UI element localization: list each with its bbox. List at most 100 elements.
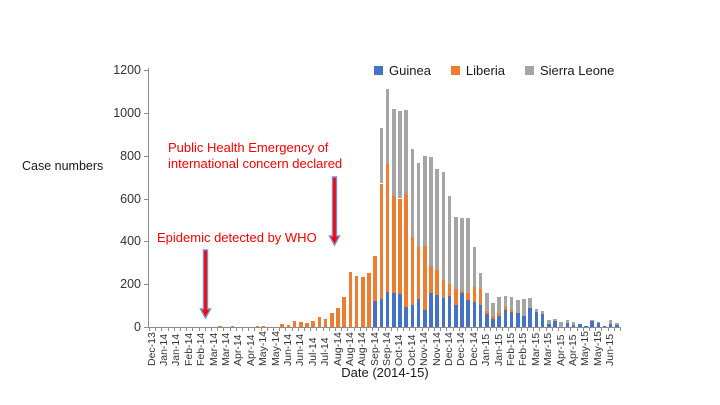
legend-item-liberia: Liberia (450, 63, 505, 78)
bar-segment-guinea (478, 304, 483, 327)
x-tick (620, 328, 621, 331)
x-tick-label: Feb-14 (195, 332, 208, 366)
x-tick-label: Apr-15 (567, 334, 580, 366)
x-tick (241, 328, 243, 331)
annotation-epidemic: Epidemic detected by WHO (157, 230, 317, 245)
bar-segment-sierra-leone (497, 297, 501, 314)
bar-segment-liberia (491, 315, 495, 320)
bar-segment-guinea (615, 325, 619, 327)
bar-segment-liberia (348, 271, 353, 327)
x-tick (365, 328, 367, 331)
bar-segment-sierra-leone (435, 169, 439, 271)
bar-segment-guinea (460, 293, 464, 327)
x-tick (564, 328, 566, 331)
y-axis-title: Case numbers (22, 159, 104, 173)
x-tick (297, 328, 299, 331)
x-tick (334, 328, 336, 331)
x-tick-label: Aug-14 (356, 332, 369, 366)
legend-label: Liberia (465, 63, 505, 78)
bar-segment-sierra-leone (596, 322, 601, 324)
x-tick (527, 328, 529, 331)
pheic-arrow-icon (328, 176, 341, 247)
bar-segment-guinea (416, 299, 421, 327)
x-tick-label: Apr-15 (554, 334, 567, 366)
bar-segment-liberia (466, 292, 470, 300)
bar-segment-sierra-leone (528, 298, 532, 308)
bar-segment-sierra-leone (429, 157, 433, 266)
bar-segment-liberia (472, 286, 477, 302)
x-tick-label: Dec-14 (467, 332, 480, 366)
bar-segment-sierra-leone (491, 303, 495, 316)
bar-segment-liberia (367, 273, 371, 327)
y-tick (144, 112, 148, 114)
x-tick (341, 328, 343, 331)
bar-segment-liberia (305, 322, 309, 327)
x-tick-label: Mar-15 (542, 332, 555, 366)
x-tick-label: Apr-14 (232, 334, 245, 366)
bar-segment-sierra-leone (608, 320, 613, 325)
x-tick (260, 328, 262, 331)
x-tick (291, 328, 293, 331)
bar-segment-liberia (509, 309, 514, 313)
x-axis-line (148, 327, 621, 328)
x-tick (173, 328, 175, 331)
bar-segment-liberia (422, 246, 427, 311)
x-tick (446, 328, 448, 331)
legend-swatch-icon (450, 66, 460, 75)
x-tick (477, 328, 479, 331)
legend-item-sierra-leone: Sierra Leone (524, 63, 615, 78)
bar-segment-liberia (497, 313, 501, 317)
x-tick-label: May-15 (579, 330, 592, 366)
bar-segment-sierra-leone (571, 322, 576, 325)
x-tick (514, 328, 516, 331)
x-tick (161, 328, 163, 331)
bar-segment-liberia (416, 247, 421, 300)
x-tick (254, 328, 256, 331)
x-tick (217, 328, 219, 331)
bar-segment-sierra-leone (540, 311, 545, 314)
legend-swatch-icon (524, 66, 534, 75)
x-tick (452, 328, 454, 331)
y-tick-label: 0 (134, 320, 141, 334)
bar-segment-guinea (398, 293, 402, 327)
bar-segment-liberia (311, 321, 316, 327)
legend-label: Sierra Leone (539, 63, 615, 78)
x-tick (167, 328, 169, 331)
x-tick (235, 328, 237, 331)
x-tick (551, 328, 553, 331)
bar-segment-guinea (472, 301, 477, 327)
bar-segment-guinea (584, 325, 588, 327)
x-tick (248, 328, 250, 331)
bar-segment-sierra-leone (447, 195, 452, 284)
bar-segment-sierra-leone (478, 273, 483, 290)
bar-segment-sierra-leone (398, 110, 402, 199)
bar-segment-liberia (373, 256, 377, 302)
bar-segment-guinea (565, 322, 570, 327)
bar-segment-guinea (497, 316, 501, 327)
bar-segment-sierra-leone (441, 171, 446, 280)
bar-segment-guinea (503, 309, 508, 327)
bar-segment-liberia (299, 322, 303, 327)
x-tick-label: Mar-14 (219, 332, 232, 366)
x-tick-label: Jun-15 (604, 333, 617, 366)
bar-segment-liberia (286, 325, 291, 327)
x-tick (310, 328, 312, 331)
x-tick (378, 328, 380, 331)
x-tick (533, 328, 535, 331)
x-tick-label: Jul-14 (319, 337, 332, 366)
bar-segment-guinea (590, 320, 594, 327)
x-tick-label: Jan-14 (157, 333, 170, 366)
bar-segment-guinea (379, 299, 384, 327)
legend: Guinea Liberia Sierra Leone (374, 63, 634, 78)
y-tick (144, 284, 148, 286)
legend-label: Guinea (389, 63, 431, 78)
bar-segment-liberia (503, 307, 508, 310)
bar-segment-liberia (398, 198, 402, 294)
x-tick-label: Dec-14 (443, 332, 456, 366)
bar-segment-guinea (484, 313, 489, 327)
bar-segment-sierra-leone (410, 149, 415, 238)
bar-segment-liberia (453, 289, 458, 305)
x-tick (403, 328, 405, 331)
bar-segment-sierra-leone (466, 218, 470, 293)
bar-segment-liberia (280, 324, 285, 327)
